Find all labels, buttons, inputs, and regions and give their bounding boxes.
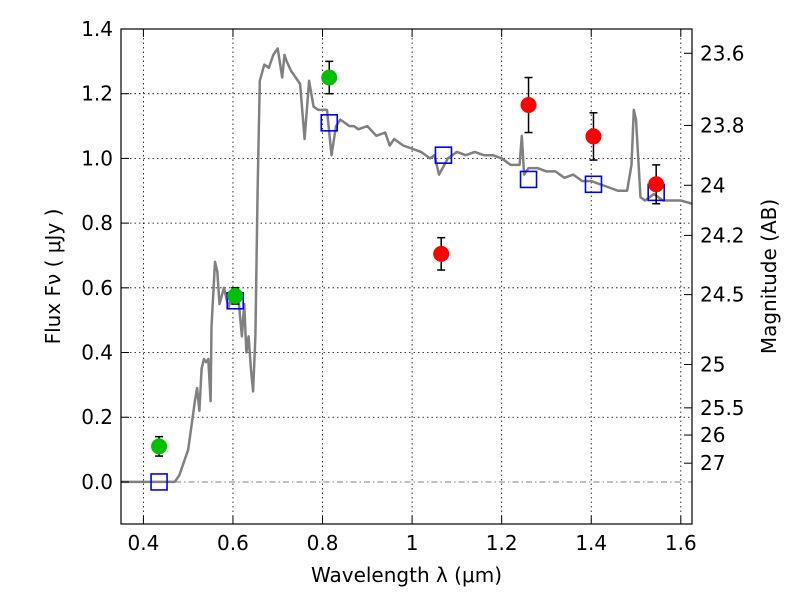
magnitude-tick-label: 23.8 bbox=[700, 113, 745, 137]
model-photometry-square bbox=[519, 170, 538, 189]
magnitude-tick-labels: 23.6 23.8 24 24.2 24.5 25 25.5 26 27 bbox=[700, 41, 745, 475]
grid-lines bbox=[121, 28, 692, 524]
model-photometry-square bbox=[320, 114, 339, 132]
model-sed-line bbox=[121, 47, 693, 484]
y-tick-label: 1.4 bbox=[81, 17, 113, 41]
magnitude-tick-label: 25 bbox=[700, 353, 725, 377]
magnitude-tick-label: 25.5 bbox=[700, 396, 745, 420]
optical-data-point bbox=[321, 69, 338, 86]
optical-data-point bbox=[151, 438, 168, 455]
x-tick-label: 1 bbox=[406, 531, 419, 555]
x-tick-label: 1.2 bbox=[486, 531, 518, 555]
x-tick-labels: 0.4 0.6 0.8 1 1.2 1.4 1.6 bbox=[127, 531, 696, 555]
x-tick-label: 0.8 bbox=[307, 531, 339, 555]
x-tick-label: 0.4 bbox=[127, 531, 159, 555]
model-photometry-square bbox=[584, 175, 603, 194]
near-infrared-data-point bbox=[585, 128, 602, 145]
y-tick-label: 0.6 bbox=[81, 276, 113, 300]
optical-data-point bbox=[227, 287, 244, 304]
x-tick-label: 0.6 bbox=[217, 531, 249, 555]
y-tick-labels: 0.0 0.2 0.4 0.6 0.8 1.0 1.2 1.4 bbox=[81, 17, 113, 494]
magnitude-tick-label: 24.2 bbox=[700, 223, 745, 247]
magnitude-tick-label: 23.6 bbox=[700, 41, 745, 65]
magnitude-axis-label: Magnitude (AB) bbox=[757, 199, 781, 354]
magnitude-tick-label: 24.5 bbox=[700, 283, 745, 307]
model-photometry-square bbox=[434, 146, 453, 164]
magnitude-tick-label: 27 bbox=[700, 451, 725, 475]
plot-frame bbox=[120, 28, 693, 525]
x-tick-label: 1.6 bbox=[665, 531, 697, 555]
axis-ticks bbox=[121, 28, 692, 524]
y-tick-label: 0.4 bbox=[81, 341, 113, 365]
x-axis-label: Wavelength λ (μm) bbox=[311, 563, 502, 587]
observed-data-points bbox=[151, 60, 665, 457]
y-tick-label: 0.2 bbox=[81, 405, 113, 429]
y-axis-label: Flux Fν ( μJy ) bbox=[41, 209, 65, 345]
y-tick-label: 1.2 bbox=[81, 82, 113, 106]
y-tick-label: 1.0 bbox=[81, 146, 113, 170]
model-photometry-square bbox=[150, 473, 168, 491]
y-tick-label: 0.0 bbox=[81, 470, 113, 494]
y-tick-label: 0.8 bbox=[81, 211, 113, 235]
magnitude-tick-label: 26 bbox=[700, 423, 725, 447]
near-infrared-data-point bbox=[648, 176, 665, 193]
x-tick-label: 1.4 bbox=[575, 531, 607, 555]
magnitude-tick-label: 24 bbox=[700, 173, 725, 197]
near-infrared-data-point bbox=[520, 97, 537, 114]
near-infrared-data-point bbox=[433, 245, 450, 262]
